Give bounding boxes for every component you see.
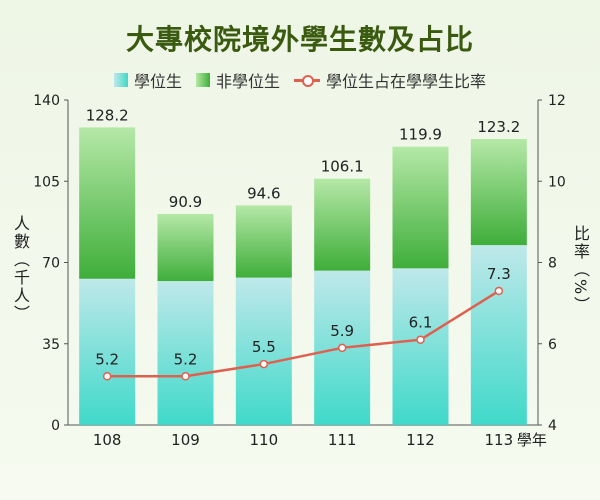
legend-label-non-degree: 非學位生 [215,72,280,91]
legend-item-degree: 學位生 [113,68,182,92]
y-tick-label: 35 [42,337,60,353]
chart-title: 大專校院境外學生數及占比 [125,23,474,56]
y2-tick-label: 10 [548,174,566,190]
ratio-label: 6.1 [409,314,433,332]
bar-non-degree [157,213,214,282]
bar-non-degree [470,139,527,246]
y2-tick-label: 8 [548,256,557,272]
bar-total-label: 106.1 [321,158,364,176]
bar-degree [79,278,136,425]
x-tick-label: 108 [93,431,122,449]
bar-non-degree [235,205,292,278]
y-tick-label: 105 [33,174,60,190]
bar-non-degree [79,127,136,279]
bar-degree [235,277,292,425]
bar-total-label: 128.2 [86,106,129,124]
legend-swatch-non-degree [195,73,210,87]
ratio-point [337,343,347,353]
ratio-label: 5.5 [252,338,276,356]
legend-item-ratio: 學位生占在學學生比率 [294,68,486,92]
y2-axis-title: 比率（%） [571,225,590,315]
bar-total-label: 94.6 [247,184,280,202]
ratio-point [259,359,269,369]
bar-total-label: 123.2 [477,118,520,136]
x-tick-label: 113 [485,431,514,449]
bar-total-label: 90.9 [169,193,202,211]
ratio-label: 5.2 [174,350,198,368]
y2-tick-label: 4 [548,418,557,434]
ratio-point [416,335,425,344]
y2-tick-label: 12 [548,93,566,109]
ratio-label: 5.9 [330,322,354,340]
legend-swatch-ratio [294,73,320,87]
y-tick-label: 140 [33,93,60,109]
ratio-label: 5.2 [95,350,119,368]
x-tick-label: 112 [406,431,435,449]
x-tick-label: 111 [328,431,357,449]
x-axis-unit-label: 學年 [517,431,547,449]
x-tick-label: 110 [250,431,279,449]
bar-degree [157,281,214,425]
legend-item-non-degree: 非學位生 [195,68,280,92]
data-labels: 108 109 110 111 112 113 學年 128.2 90.9 94.6 106.1 11… [86,106,547,449]
ratio-point [494,286,504,296]
y2-tick-label: 6 [548,337,557,353]
bar-non-degree [314,178,371,271]
legend-label-ratio: 學位生占在學學生比率 [326,72,487,91]
bar-total-label: 119.9 [399,126,442,144]
legend: 學位生 非學位生 學位生占在學學生比率 [0,68,600,92]
ratio-label: 7.3 [487,265,511,283]
x-tick-label: 109 [171,431,200,449]
bar-degree [392,268,449,425]
y-tick-label: 70 [42,256,60,272]
ratio-point [181,372,190,381]
bar-degree [470,245,527,425]
bar-non-degree [392,146,449,269]
legend-label-degree: 學位生 [133,72,182,91]
bars [79,127,527,425]
legend-swatch-degree [113,73,128,87]
axes: 0 35 70 105 140 4 6 8 10 12 [33,93,566,434]
y-tick-label: 0 [51,418,60,434]
ratio-line-path [107,289,500,378]
ratio-point [102,372,112,381]
y-axis-title: 人數（千人） [11,215,30,323]
ratio-line: 5.2 5.2 5.5 5.9 6.1 7.3 [95,265,511,381]
